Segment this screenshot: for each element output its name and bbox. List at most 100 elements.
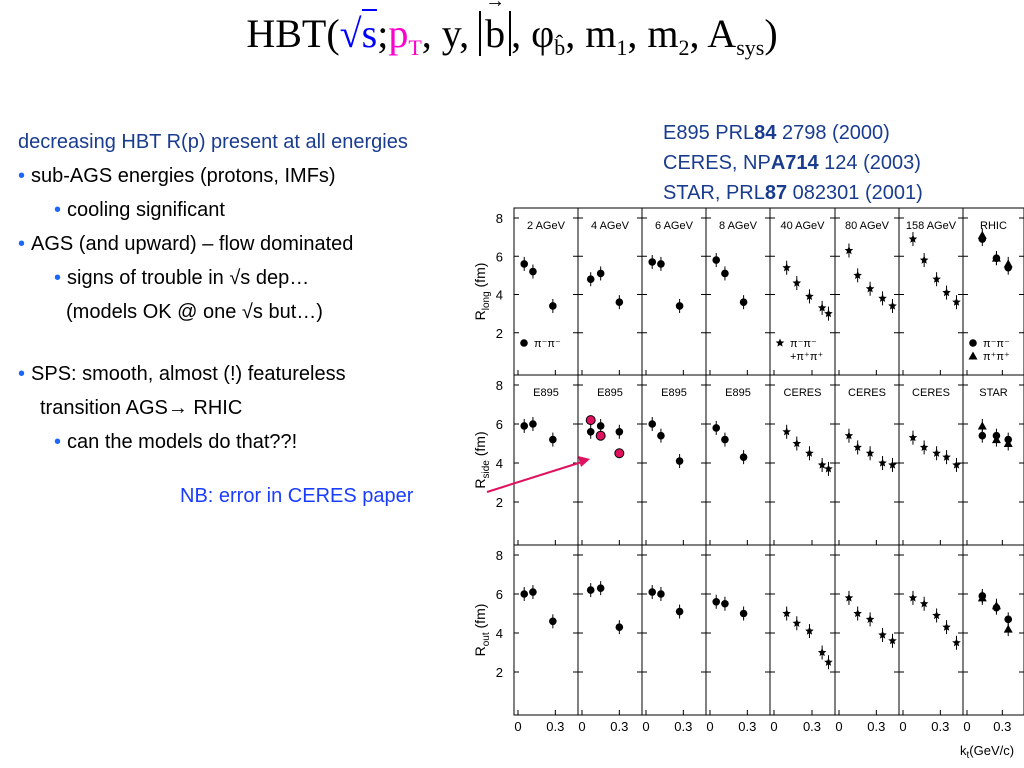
bullet-subitem: • cooling significant	[18, 193, 408, 227]
data-point	[585, 415, 596, 426]
data-point	[792, 618, 802, 627]
x-tick-label: 0	[514, 719, 521, 734]
hbt-formula: HBT(√s;pT, y, b, φb̂, m1, m2, Asys)	[0, 0, 1024, 61]
bullet-item-cont: transition AGS→ RHIC	[18, 391, 408, 425]
data-point	[529, 420, 537, 428]
data-point	[977, 421, 987, 430]
formula-prefix: HBT(	[246, 11, 340, 56]
panel-label: 4 AGeV	[591, 220, 630, 232]
x-tick-label: 0.3	[610, 719, 628, 734]
x-axis-label-sub: t	[967, 750, 970, 761]
y-axis-label: Rlong (fm)	[472, 263, 492, 321]
data-point	[614, 448, 625, 459]
data-point	[824, 464, 833, 473]
x-tick-label: 0.3	[993, 719, 1011, 734]
data-point	[942, 622, 951, 631]
y-tick-label: 6	[496, 587, 503, 602]
formula-b-abs: b	[479, 0, 512, 56]
panel-label: CERES	[848, 387, 886, 399]
data-point	[908, 593, 918, 602]
data-point	[991, 253, 1001, 262]
data-point	[888, 460, 897, 469]
legend-text: π⁺π⁺	[983, 351, 1010, 363]
ref-pre: STAR, PRL	[663, 182, 765, 204]
bullet-text: cooling significant	[67, 199, 225, 221]
ref-pre: CERES, NP	[663, 152, 771, 174]
panel-label: 2 AGeV	[527, 220, 566, 232]
y-tick-label: 8	[496, 548, 503, 563]
x-axis-label: kt(GeV/c)	[960, 743, 1014, 761]
x-tick-label: 0.3	[931, 719, 949, 734]
panel-label: CERES	[912, 387, 950, 399]
legend-text: π⁻π⁻	[983, 338, 1010, 350]
reference-list: E895 PRL84 2798 (2000) CERES, NPA714 124…	[663, 118, 923, 208]
y-axis-label-sub: side	[481, 460, 492, 479]
legend-marker	[968, 351, 978, 360]
data-point	[824, 309, 833, 318]
data-point	[721, 435, 729, 444]
panel-label: STAR	[979, 387, 1008, 399]
panel-label: 8 AGeV	[719, 220, 758, 232]
data-point	[977, 230, 987, 239]
x-tick-label: 0.3	[546, 719, 564, 734]
data-point	[675, 457, 684, 465]
panel-label: RHIC	[980, 220, 1007, 232]
data-point	[919, 599, 929, 608]
bullet-dot: •	[18, 233, 26, 255]
data-point	[942, 452, 951, 461]
y-tick-label: 6	[496, 249, 503, 264]
data-point	[865, 448, 875, 457]
data-point	[844, 593, 854, 602]
legend-text: π⁻π⁻	[790, 338, 817, 350]
data-point	[991, 601, 1001, 610]
data-point	[805, 626, 814, 635]
x-tick-label: 0	[706, 719, 713, 734]
formula-m2-sub: 2	[678, 35, 690, 60]
data-point	[932, 274, 941, 283]
data-point	[739, 298, 748, 306]
data-point	[657, 431, 665, 440]
y-axis-label-r: R	[472, 646, 488, 656]
data-point	[878, 630, 887, 639]
formula-sep4: , m	[565, 11, 617, 56]
legend-marker	[520, 339, 528, 347]
data-point	[919, 442, 929, 451]
data-point	[675, 607, 684, 616]
x-axis-label-k: k	[960, 743, 967, 758]
data-point	[908, 433, 918, 442]
bullet-item: • SPS: smooth, almost (!) featureless	[18, 357, 408, 391]
data-point	[596, 422, 605, 430]
data-point	[615, 623, 624, 631]
data-point	[595, 430, 606, 441]
data-point	[919, 255, 929, 264]
data-point	[782, 427, 791, 436]
ref-bold: 87	[764, 182, 788, 204]
y-tick-label: 6	[496, 417, 503, 432]
formula-s: s	[361, 9, 378, 56]
formula-a-sub: sys	[736, 35, 765, 60]
data-point	[782, 609, 791, 618]
reference-item: E895 PRL84 2798 (2000)	[663, 118, 923, 148]
panel-label: 40 AGeV	[780, 220, 825, 232]
data-point	[549, 617, 557, 626]
panel-label: E895	[533, 387, 559, 399]
bullet-item: • sub-AGS energies (protons, IMFs)	[18, 159, 408, 193]
y-tick-label: 4	[496, 456, 503, 471]
panel-label: 6 AGeV	[655, 220, 694, 232]
data-point	[878, 293, 887, 302]
data-point	[648, 588, 657, 596]
formula-sqrt-sym: √	[339, 11, 362, 56]
row-frame	[513, 374, 1024, 546]
formula-suffix: )	[764, 11, 778, 56]
data-point	[529, 267, 537, 276]
y-axis-label-unit: (fm)	[472, 431, 488, 460]
data-point	[932, 448, 941, 457]
data-point	[520, 260, 529, 268]
ref-bold: A714	[770, 152, 819, 174]
x-tick-label: 0	[770, 719, 777, 734]
data-point	[878, 458, 887, 467]
panel-label: CERES	[784, 387, 822, 399]
data-point	[615, 298, 624, 306]
data-point	[853, 609, 862, 618]
formula-sep2: , y,	[421, 11, 480, 56]
